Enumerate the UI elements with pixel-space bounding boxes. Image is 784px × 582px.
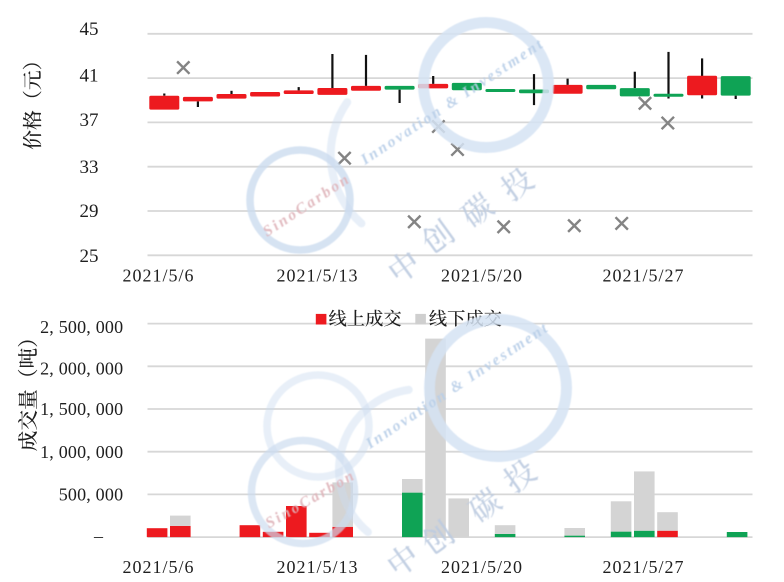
svg-text:2021/5/6: 2021/5/6 xyxy=(122,266,194,286)
svg-text:2021/5/6: 2021/5/6 xyxy=(122,557,194,577)
svg-text:–: – xyxy=(93,526,104,546)
svg-text:500, 000: 500, 000 xyxy=(59,485,124,505)
svg-text:2021/5/20: 2021/5/20 xyxy=(441,557,523,577)
svg-text:2, 500, 000: 2, 500, 000 xyxy=(40,317,123,337)
svg-text:33: 33 xyxy=(80,157,99,178)
svg-text:29: 29 xyxy=(80,201,99,222)
svg-text:1, 000, 000: 1, 000, 000 xyxy=(40,442,123,462)
svg-text:2, 000, 000: 2, 000, 000 xyxy=(40,359,123,379)
svg-text:2021/5/20: 2021/5/20 xyxy=(441,266,523,286)
svg-text:2021/5/27: 2021/5/27 xyxy=(602,266,684,286)
svg-text:37: 37 xyxy=(80,110,99,131)
svg-text:1, 500, 000: 1, 500, 000 xyxy=(40,399,123,419)
svg-text:45: 45 xyxy=(80,19,99,40)
svg-text:2021/5/13: 2021/5/13 xyxy=(276,557,358,577)
svg-text:2021/5/13: 2021/5/13 xyxy=(276,266,358,286)
svg-text:41: 41 xyxy=(80,65,99,86)
svg-text:Innovation & Investment: Innovation & Investment xyxy=(357,35,548,169)
svg-text:25: 25 xyxy=(80,246,99,267)
svg-text:2021/5/27: 2021/5/27 xyxy=(602,557,684,577)
